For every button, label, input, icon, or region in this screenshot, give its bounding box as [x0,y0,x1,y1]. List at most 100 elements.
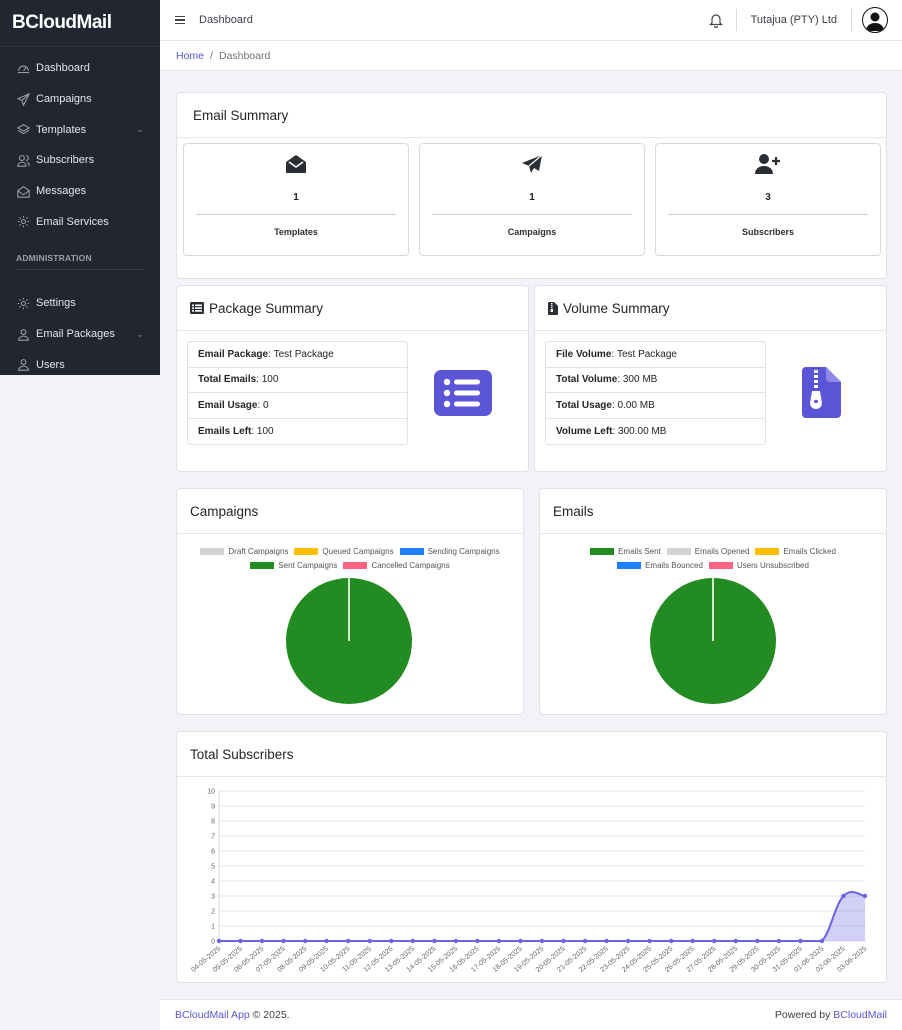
stat-value: 1 [529,192,535,203]
data-point[interactable] [604,938,609,944]
top-header: Dashboard Tutajua (PTY) Ltd [160,0,902,41]
sidebar-item-users[interactable]: Users [0,350,160,376]
user-icon [16,358,30,372]
envelope-open-icon [286,155,306,173]
data-point[interactable] [733,938,738,944]
sidebar-item-label: Messages [36,185,87,198]
data-point[interactable] [238,938,243,944]
series-line [219,891,866,942]
layers-icon [16,123,30,137]
data-point[interactable] [561,938,566,944]
data-point[interactable] [776,938,782,944]
header-title: Dashboard [199,14,253,26]
legend-label: Emails Bounced [645,561,703,570]
data-point[interactable] [518,938,523,944]
sidebar-item-templates[interactable]: Templates ⌄ [0,114,160,145]
area-fill [219,892,865,941]
stat-label: Subscribers [741,227,795,237]
sidebar: BCloudMail Dashboard Campaigns Templates… [0,0,160,375]
info-row: Total Volume: 300 MB [546,368,765,393]
paper-plane-icon [522,154,543,173]
y-tick-label: 10 [207,789,215,796]
footer-powered-link[interactable]: BCloudMail [833,1009,887,1021]
legend-item[interactable]: Draft Campaigns [200,547,288,556]
chart-legend: Sent Campaigns Cancelled Campaigns [177,561,523,570]
data-point[interactable] [216,938,222,944]
data-point[interactable] [389,938,394,944]
sidebar-item-email-packages[interactable]: Email Packages ⌄ [0,319,160,350]
chevron-down-icon: ⌄ [136,328,144,339]
data-point[interactable] [819,938,825,944]
gear-icon [16,296,30,310]
data-point[interactable] [712,938,717,944]
legend-item[interactable]: Emails Clicked [755,547,836,556]
data-point[interactable] [324,938,329,944]
sidebar-admin-nav: Settings Email Packages ⌄ Users [0,288,160,375]
data-point[interactable] [582,938,588,944]
bell-icon[interactable] [708,12,724,28]
data-point[interactable] [669,938,674,944]
user-plus-icon [755,154,780,174]
data-point[interactable] [281,938,286,944]
data-point[interactable] [862,893,868,899]
sidebar-item-messages[interactable]: Messages [0,176,160,207]
data-point[interactable] [259,938,265,944]
volume-summary-card: Volume Summary File Volume: Test Package… [534,285,887,472]
legend-item[interactable]: Users Unsubscribed [708,561,809,570]
legend-item[interactable]: Emails Opened [666,547,749,556]
legend-swatch [617,562,642,569]
data-point[interactable] [755,938,760,944]
brand-logo[interactable]: BCloudMail [0,0,160,47]
stat-label: Campaigns [507,227,557,237]
user-icon [16,327,30,341]
company-name[interactable]: Tutajua (PTY) Ltd [750,14,837,26]
data-point[interactable] [475,938,480,944]
data-point[interactable] [410,938,415,944]
sidebar-item-settings[interactable]: Settings [0,288,160,319]
data-point[interactable] [539,938,545,944]
legend-swatch [294,548,319,555]
legend-item[interactable]: Queued Campaigns [294,547,394,556]
breadcrumb-home-link[interactable]: Home [176,49,205,62]
footer-app-link[interactable]: BCloudMail App [175,1009,250,1021]
stat-value: 3 [765,192,771,203]
legend-item[interactable]: Emails Sent [590,547,661,556]
data-point[interactable] [496,938,502,944]
card-title: Volume Summary [563,300,670,316]
info-key: File Volume [556,348,612,360]
avatar[interactable] [862,7,888,33]
data-point[interactable] [841,893,846,899]
info-row: Email Usage: 0 [188,393,407,419]
y-tick-label: 4 [211,879,215,886]
legend-item[interactable]: Sending Campaigns [399,547,500,556]
data-point[interactable] [367,938,372,944]
data-point[interactable] [453,938,459,944]
legend-label: Sending Campaigns [427,547,500,556]
info-value: 100 [261,374,279,386]
data-point[interactable] [798,938,803,944]
card-title: Total Subscribers [177,732,886,777]
sidebar-item-subscribers[interactable]: Subscribers [0,145,160,176]
list-icon [434,370,492,416]
data-point[interactable] [647,938,652,944]
legend-swatch [200,548,225,555]
data-point[interactable] [302,938,308,944]
legend-item[interactable]: Sent Campaigns [250,561,337,570]
menu-toggle-icon[interactable] [175,15,185,25]
envelope-open-icon [16,184,30,198]
data-point[interactable] [432,938,437,944]
campaigns-chart-card: Campaigns Draft Campaigns Queued Campaig… [176,488,524,715]
legend-label: Draft Campaigns [228,547,289,556]
data-point[interactable] [625,938,631,944]
sidebar-item-dashboard[interactable]: Dashboard [0,53,160,84]
sidebar-item-email-services[interactable]: Email Services [0,206,160,237]
volume-info-table: File Volume: Test Package Total Volume: … [545,341,766,445]
stat-templates: 1 Templates [183,143,409,256]
footer-powered-text: Powered by [774,1009,831,1021]
legend-item[interactable]: Emails Bounced [617,561,703,570]
data-point[interactable] [690,938,695,944]
legend-item[interactable]: Cancelled Campaigns [343,561,450,570]
info-key: Email Package [198,348,269,360]
sidebar-item-campaigns[interactable]: Campaigns [0,84,160,115]
data-point[interactable] [346,938,351,944]
